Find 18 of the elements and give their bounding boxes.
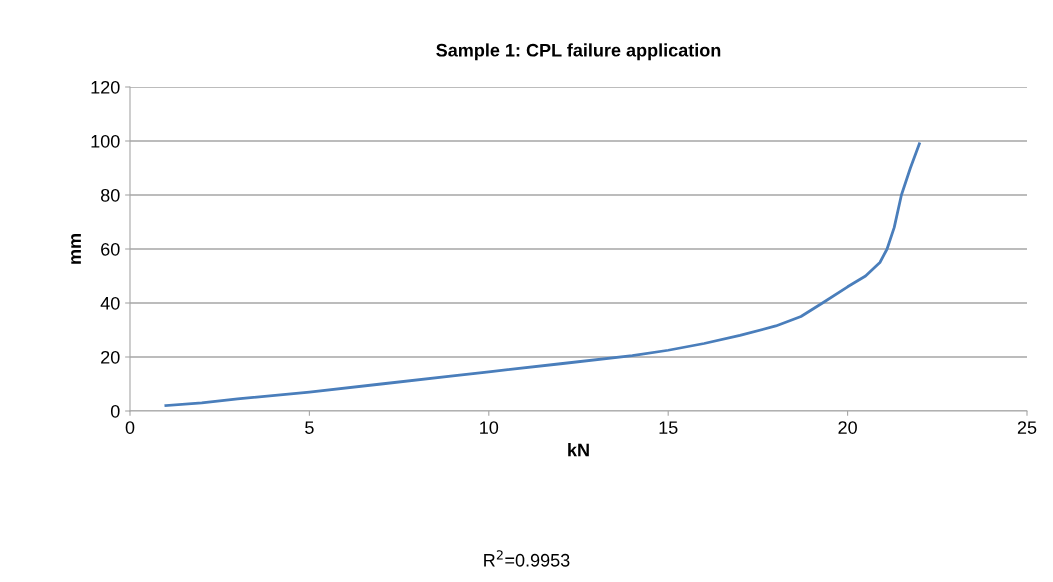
x-axis-title: kN: [568, 443, 589, 457]
line-series: [164, 142, 921, 407]
text: R$^{2}$=0.9953: [484, 550, 570, 567]
x-tick-label: 20: [838, 421, 857, 434]
x-tick-label: 0: [125, 421, 135, 434]
x-tick-label: 5: [305, 421, 314, 434]
y-tick-label: 120: [91, 80, 120, 94]
x-tick-label: 10: [480, 421, 499, 434]
x-tick-label: 15: [659, 421, 678, 434]
y-tick-label: 80: [100, 188, 120, 202]
y-axis-title: mm: [71, 234, 81, 264]
y-tick-label: 100: [91, 134, 120, 148]
y-tick-label: 40: [100, 296, 120, 310]
y-tick-label: 0: [110, 404, 120, 418]
chart-title: Sample 1: CPL failure application: [436, 43, 721, 61]
x-tick-label: 25: [1017, 421, 1037, 434]
y-tick-label: 20: [101, 350, 120, 364]
y-tick-label: 60: [101, 242, 120, 256]
